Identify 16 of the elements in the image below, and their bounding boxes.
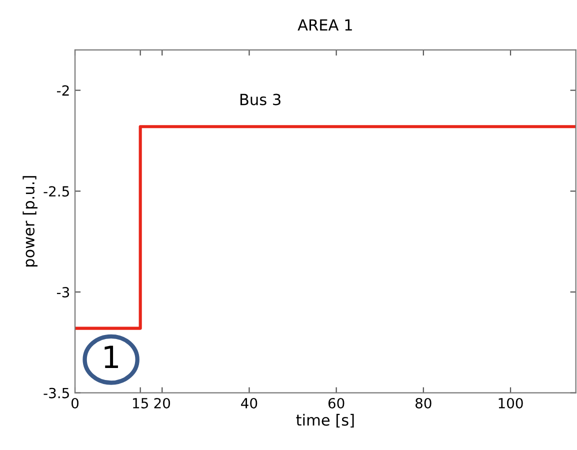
y-tick-label: -2: [56, 85, 69, 96]
x-tick-label: 40: [241, 398, 258, 408]
x-tick-label: 100: [498, 398, 523, 408]
x-tick-label: 0: [72, 398, 79, 408]
annotation: 1: [104, 346, 118, 368]
y-tick-label: -3: [56, 286, 70, 298]
x-tick-label: 80: [416, 398, 432, 408]
x-tick-label: 60: [328, 398, 344, 408]
x-tick-label: 20: [154, 398, 170, 408]
chart-title: AREA 1: [298, 19, 352, 31]
annotation: Bus 3: [240, 94, 280, 106]
y-tick-label: -3.5: [44, 388, 69, 398]
x-axis-title: time [s]: [296, 414, 354, 428]
x-tick-label: 15: [133, 398, 148, 408]
y-tick-label: -2.5: [44, 186, 69, 197]
y-axis-title: power [p.u.]: [22, 176, 38, 267]
